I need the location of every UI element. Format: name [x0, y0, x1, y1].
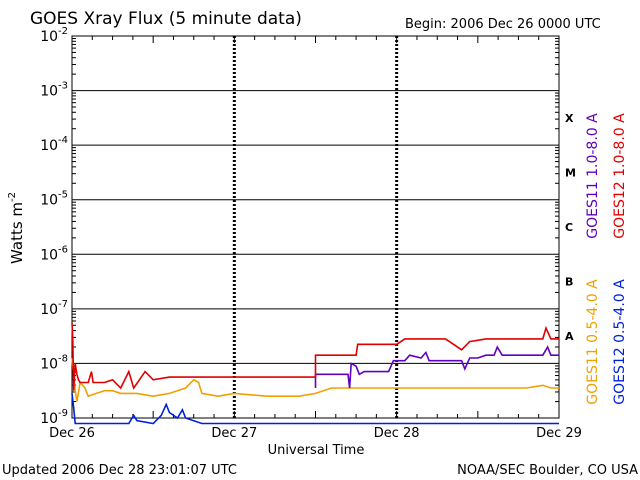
plot-area — [71, 35, 560, 419]
flare-class-x: X — [565, 112, 574, 125]
flare-class-m: M — [565, 166, 576, 179]
y-axis-label-sup: -2 — [7, 192, 18, 202]
flare-class-c: C — [565, 221, 573, 234]
x-tick-label: Dec 29 — [536, 426, 582, 441]
y-tick-label: 10-2 — [40, 26, 68, 45]
y-tick-label: 10-8 — [40, 353, 68, 372]
flare-class-a: A — [565, 330, 574, 343]
x-axis-ticks: Dec 26 Dec 27 Dec 28 Dec 29 — [49, 36, 582, 441]
y-axis-label: Watts m-2 — [7, 192, 26, 264]
series-line-goes12-0-5-4-0-a — [71, 393, 559, 425]
legend-entry: GOES12 0.5-4.0 A — [612, 279, 628, 405]
y-tick-label: 10-3 — [40, 81, 68, 100]
legend: GOES11 0.5-4.0 A GOES12 0.5-4.0 A GOES11 1… — [585, 113, 628, 405]
updated-timestamp: Updated 2006 Dec 28 23:01:07 UTC — [2, 463, 237, 478]
legend-entry: GOES12 1.0-8.0 A — [612, 113, 628, 239]
y-tick-label: 10-5 — [40, 190, 68, 209]
y-tick-label: 10-4 — [40, 135, 68, 154]
flare-class-b: B — [565, 276, 573, 289]
y-tick-label: 10-9 — [40, 408, 68, 427]
x-tick-label: Dec 26 — [49, 426, 95, 441]
y-tick-label: 10-6 — [40, 244, 68, 263]
series-line-goes12-1-0-8-0-a — [71, 322, 559, 391]
y-axis-ticks: 10-2 10-3 10-4 10-5 10-6 10-7 10-8 10-9 — [40, 26, 559, 427]
source-credit: NOAA/SEC Boulder, CO USA — [457, 463, 638, 478]
begin-label: Begin: 2006 Dec 26 0000 UTC — [405, 17, 601, 32]
y-tick-label: 10-7 — [40, 299, 68, 318]
chart-title: GOES Xray Flux (5 minute data) — [30, 9, 302, 29]
series-lines — [71, 322, 559, 425]
series-line-goes11-0-5-4-0-a — [71, 357, 559, 402]
flare-class-labels: X M C B A — [565, 112, 576, 343]
series-line-goes11-1-0-8-0-a — [314, 345, 559, 389]
x-axis-label: Universal Time — [268, 443, 365, 458]
y-axis-label-base: Watts m — [8, 202, 26, 264]
legend-entry: GOES11 0.5-4.0 A — [585, 279, 601, 405]
y-axis-label-group: Watts m-2 — [7, 192, 26, 264]
x-tick-label: Dec 27 — [211, 426, 257, 441]
legend-entry: GOES11 1.0-8.0 A — [585, 113, 601, 239]
x-tick-label: Dec 28 — [374, 426, 420, 441]
